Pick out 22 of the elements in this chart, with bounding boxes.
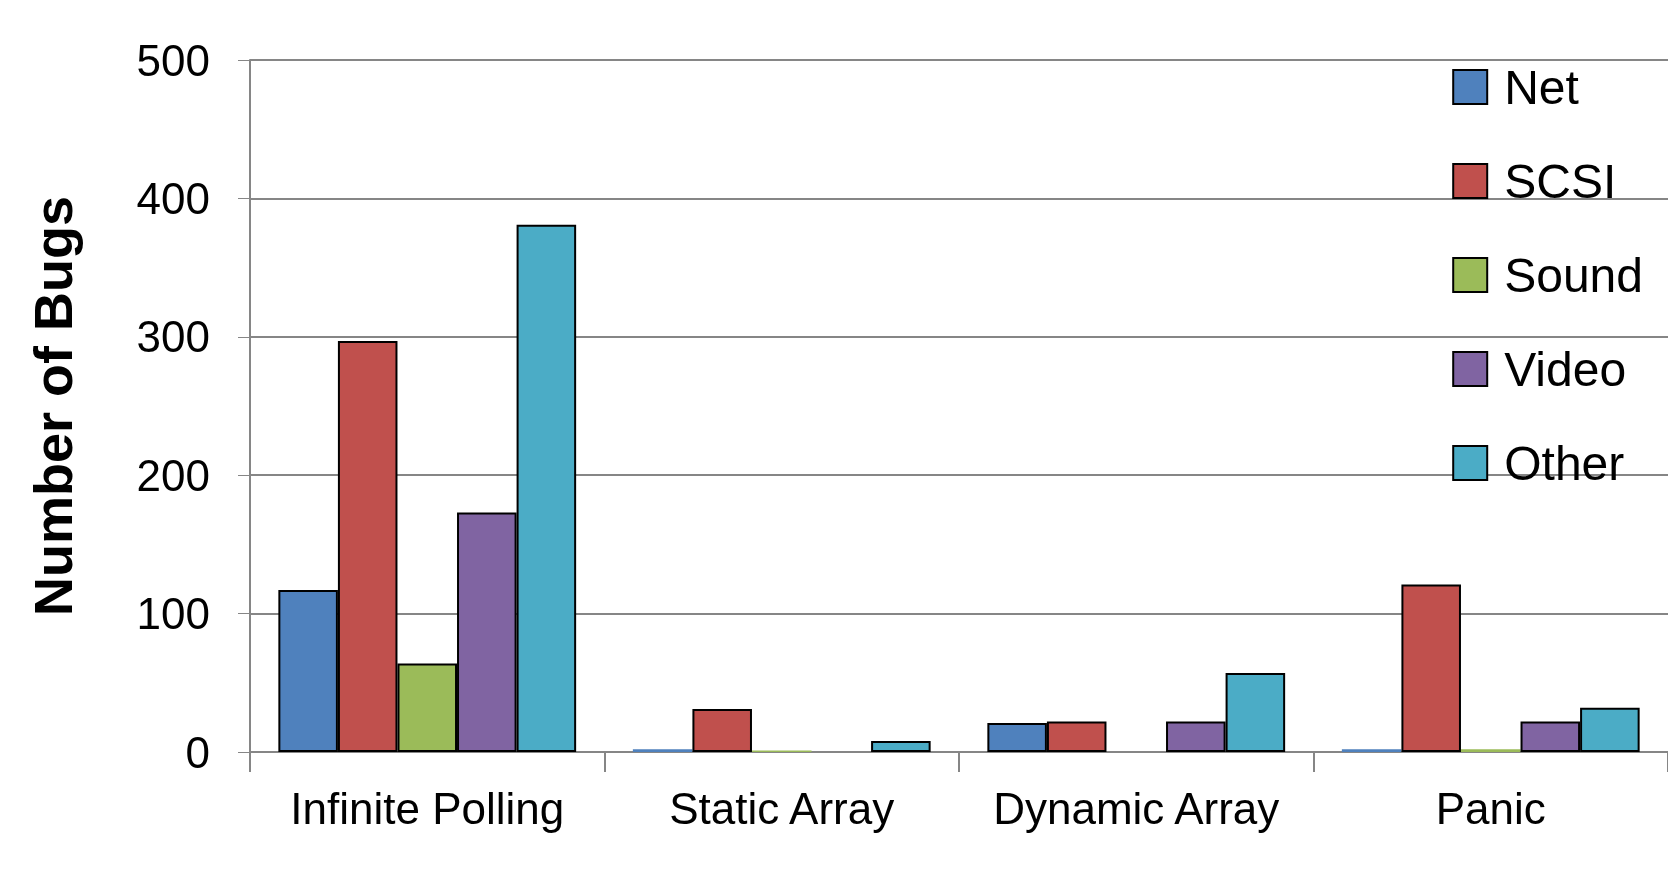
y-tick-label: 200 [136, 450, 210, 500]
y-tick-label: 300 [136, 312, 210, 362]
bar [1341, 749, 1402, 752]
y-tick-label: 400 [136, 173, 210, 223]
x-tick-label: Infinite Polling [290, 783, 565, 833]
bar [1460, 749, 1521, 752]
bar [692, 709, 752, 752]
bar [632, 749, 693, 752]
y-tick-label: 0 [185, 727, 210, 777]
legend-label: SCSI [1504, 154, 1617, 208]
y-tick-label: 100 [136, 589, 210, 639]
bar [1401, 584, 1461, 752]
bar [871, 740, 931, 752]
legend-label: Video [1504, 342, 1627, 396]
x-tick-label: Panic [1435, 783, 1546, 833]
y-axis-title: Number of Bugs [23, 195, 83, 617]
x-tick-label: Dynamic Array [993, 783, 1280, 833]
legend-label: Other [1504, 436, 1625, 490]
legend-label: Net [1504, 60, 1579, 114]
x-tick-label: Static Array [669, 783, 895, 833]
legend-label: Sound [1504, 248, 1643, 302]
y-tick-label: 500 [136, 35, 210, 85]
